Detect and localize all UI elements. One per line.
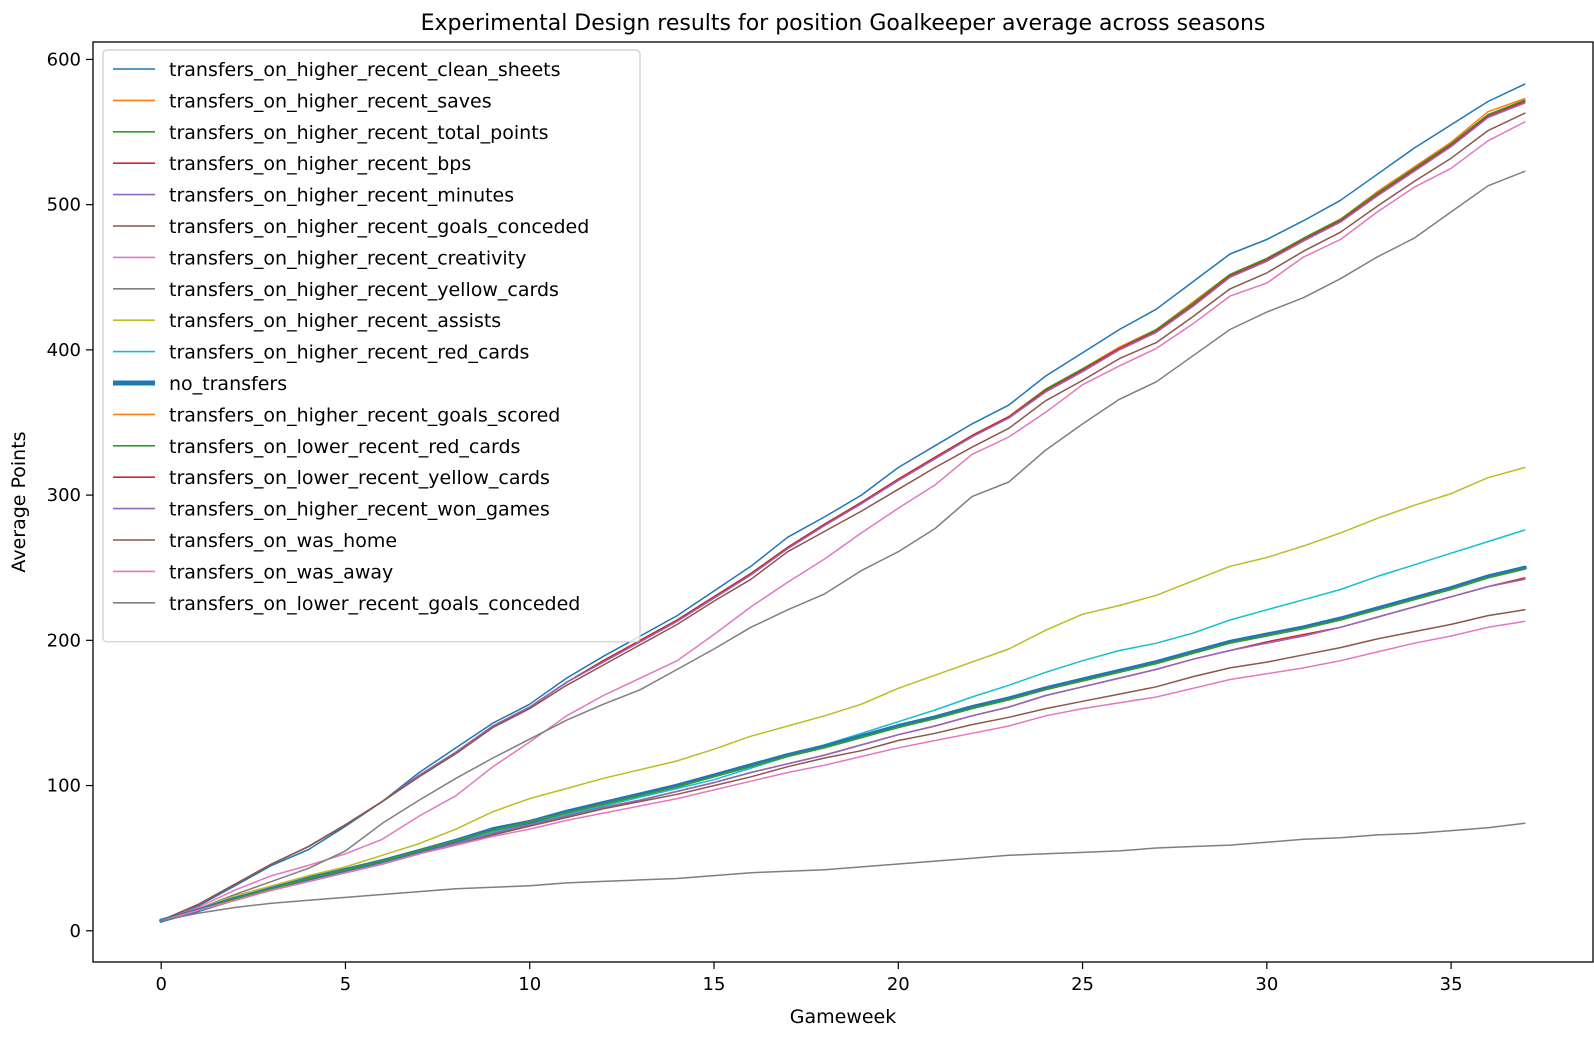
series-layer <box>159 83 1527 923</box>
legend: transfers_on_higher_recent_clean_sheetst… <box>102 49 641 643</box>
chart-title: Experimental Design results for position… <box>421 11 1266 36</box>
plot-frame <box>92 41 1594 963</box>
legend-label: transfers_on_was_away <box>169 561 393 583</box>
series-line-transfers_on_higher_recent_creativity <box>160 121 1526 922</box>
series-line-transfers_on_higher_recent_goals_conceded <box>160 112 1526 922</box>
legend-label: transfers_on_higher_recent_saves <box>169 90 492 112</box>
x-tick-label: 25 <box>1071 974 1094 995</box>
legend-label: transfers_on_higher_recent_minutes <box>169 185 514 207</box>
series-line-transfers_on_higher_recent_yellow_cards <box>160 170 1526 922</box>
x-tick-label: 10 <box>518 974 541 995</box>
x-tick-label: 20 <box>887 974 910 995</box>
series-line-transfers_on_was_away <box>160 620 1526 922</box>
series-line-transfers_on_higher_recent_assists <box>160 466 1526 922</box>
y-tick-label: 500 <box>47 195 81 216</box>
y-tick-label: 600 <box>47 49 81 70</box>
x-axis: 0 5 10 15 20 25 30 35 <box>155 962 1463 995</box>
x-tick-label: 30 <box>1255 974 1278 995</box>
series-line-transfers_on_lower_recent_red_cards <box>160 568 1526 922</box>
legend-label: transfers_on_lower_recent_red_cards <box>169 436 520 458</box>
legend-label: no_transfers <box>169 373 287 395</box>
y-tick-label: 400 <box>47 340 81 361</box>
y-axis: 0 100 200 300 400 500 600 <box>47 49 93 942</box>
legend-label: transfers_on_higher_recent_goals_concede… <box>169 216 589 238</box>
y-tick-label: 200 <box>47 630 81 651</box>
legend-label: transfers_on_higher_recent_yellow_cards <box>169 279 559 301</box>
legend-label: transfers_on_higher_recent_creativity <box>169 247 526 269</box>
y-axis-label: Average Points <box>8 431 30 572</box>
y-tick-label: 0 <box>70 921 81 942</box>
series-line-transfers_on_lower_recent_goals_conceded <box>160 822 1526 922</box>
legend-label: transfers_on_lower_recent_yellow_cards <box>169 467 550 489</box>
legend-label: transfers_on_higher_recent_bps <box>169 153 471 175</box>
legend-label: transfers_on_lower_recent_goals_conceded <box>169 593 580 615</box>
legend-label: transfers_on_was_home <box>169 530 397 552</box>
x-tick-label: 35 <box>1440 974 1463 995</box>
legend-label: transfers_on_higher_recent_goals_scored <box>169 404 560 426</box>
legend-label: transfers_on_higher_recent_total_points <box>169 122 549 144</box>
y-tick-label: 300 <box>47 485 81 506</box>
x-tick-label: 5 <box>340 974 351 995</box>
x-axis-label: Gameweek <box>790 1006 897 1028</box>
legend-label: transfers_on_higher_recent_assists <box>169 310 501 332</box>
legend-box <box>102 49 641 643</box>
legend-label: transfers_on_higher_recent_red_cards <box>169 342 529 364</box>
x-tick-label: 15 <box>703 974 726 995</box>
y-tick-label: 100 <box>47 776 81 797</box>
x-tick-label: 0 <box>155 974 166 995</box>
legend-label: transfers_on_higher_recent_clean_sheets <box>169 59 561 81</box>
legend-label: transfers_on_higher_recent_won_games <box>169 499 550 521</box>
